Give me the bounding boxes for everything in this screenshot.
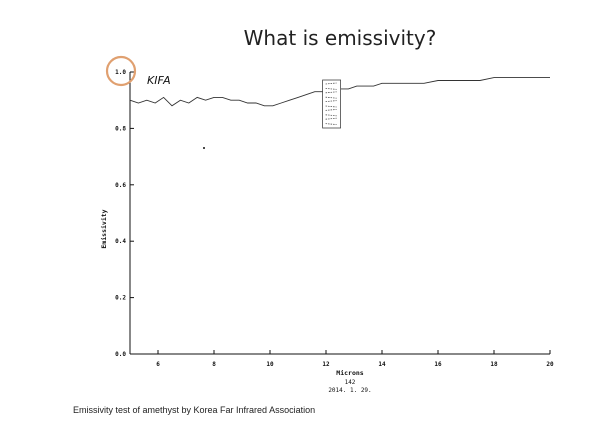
slide-caption: Emissivity test of amethyst by Korea Far…: [73, 405, 316, 415]
recorder-mark-stroke: [325, 117, 337, 120]
x-tick-label: 8: [212, 361, 216, 368]
chart-footer-line: 2014. 1. 29.: [328, 387, 371, 394]
x-tick-label: 10: [266, 361, 274, 368]
y-tick-label: 0.8: [115, 125, 126, 132]
y-axis-label: Emissivity: [100, 209, 108, 248]
x-tick-label: 20: [546, 361, 554, 368]
recorder-mark-stroke: [325, 123, 337, 125]
slide-title: What is emissivity?: [243, 26, 437, 50]
y-tick-label: 0.2: [115, 295, 126, 302]
highlight-circle: [105, 55, 137, 87]
emissivity-line: [129, 77, 550, 107]
recorder-mark-stroke: [325, 96, 337, 99]
chart-axes: [129, 72, 550, 355]
recorder-mark-stroke: [325, 100, 337, 102]
y-tick-label: 1.0: [115, 69, 126, 76]
stray-dot: [203, 147, 205, 149]
recorder-mark-stroke: [325, 82, 337, 85]
y-tick-label: 0.0: [115, 351, 126, 358]
x-axis-label: Microns: [336, 369, 363, 377]
x-tick-label: 18: [490, 361, 498, 368]
x-tick-label: 6: [156, 361, 160, 368]
recorder-mark: [322, 79, 342, 129]
kifa-logo: KIFA: [147, 74, 171, 87]
y-tick-label: 0.4: [115, 238, 126, 245]
chart-series: [129, 77, 550, 107]
recorder-mark-stroke: [325, 109, 337, 111]
recorder-mark-stroke: [325, 91, 337, 94]
x-tick-label: 12: [322, 361, 330, 368]
chart-ticks: 0.0 0.2 0.4 0.6 0.8 1.0 6 8 10 12 14 16 18 20: [115, 69, 554, 368]
x-tick-label: 16: [434, 361, 442, 368]
recorder-mark-stroke: [325, 114, 337, 117]
x-tick-label: 14: [378, 361, 386, 368]
chart-footer-line: 142: [345, 379, 356, 386]
recorder-mark-stroke: [325, 88, 337, 90]
recorder-mark-stroke: [325, 105, 337, 108]
y-tick-label: 0.6: [115, 182, 126, 189]
